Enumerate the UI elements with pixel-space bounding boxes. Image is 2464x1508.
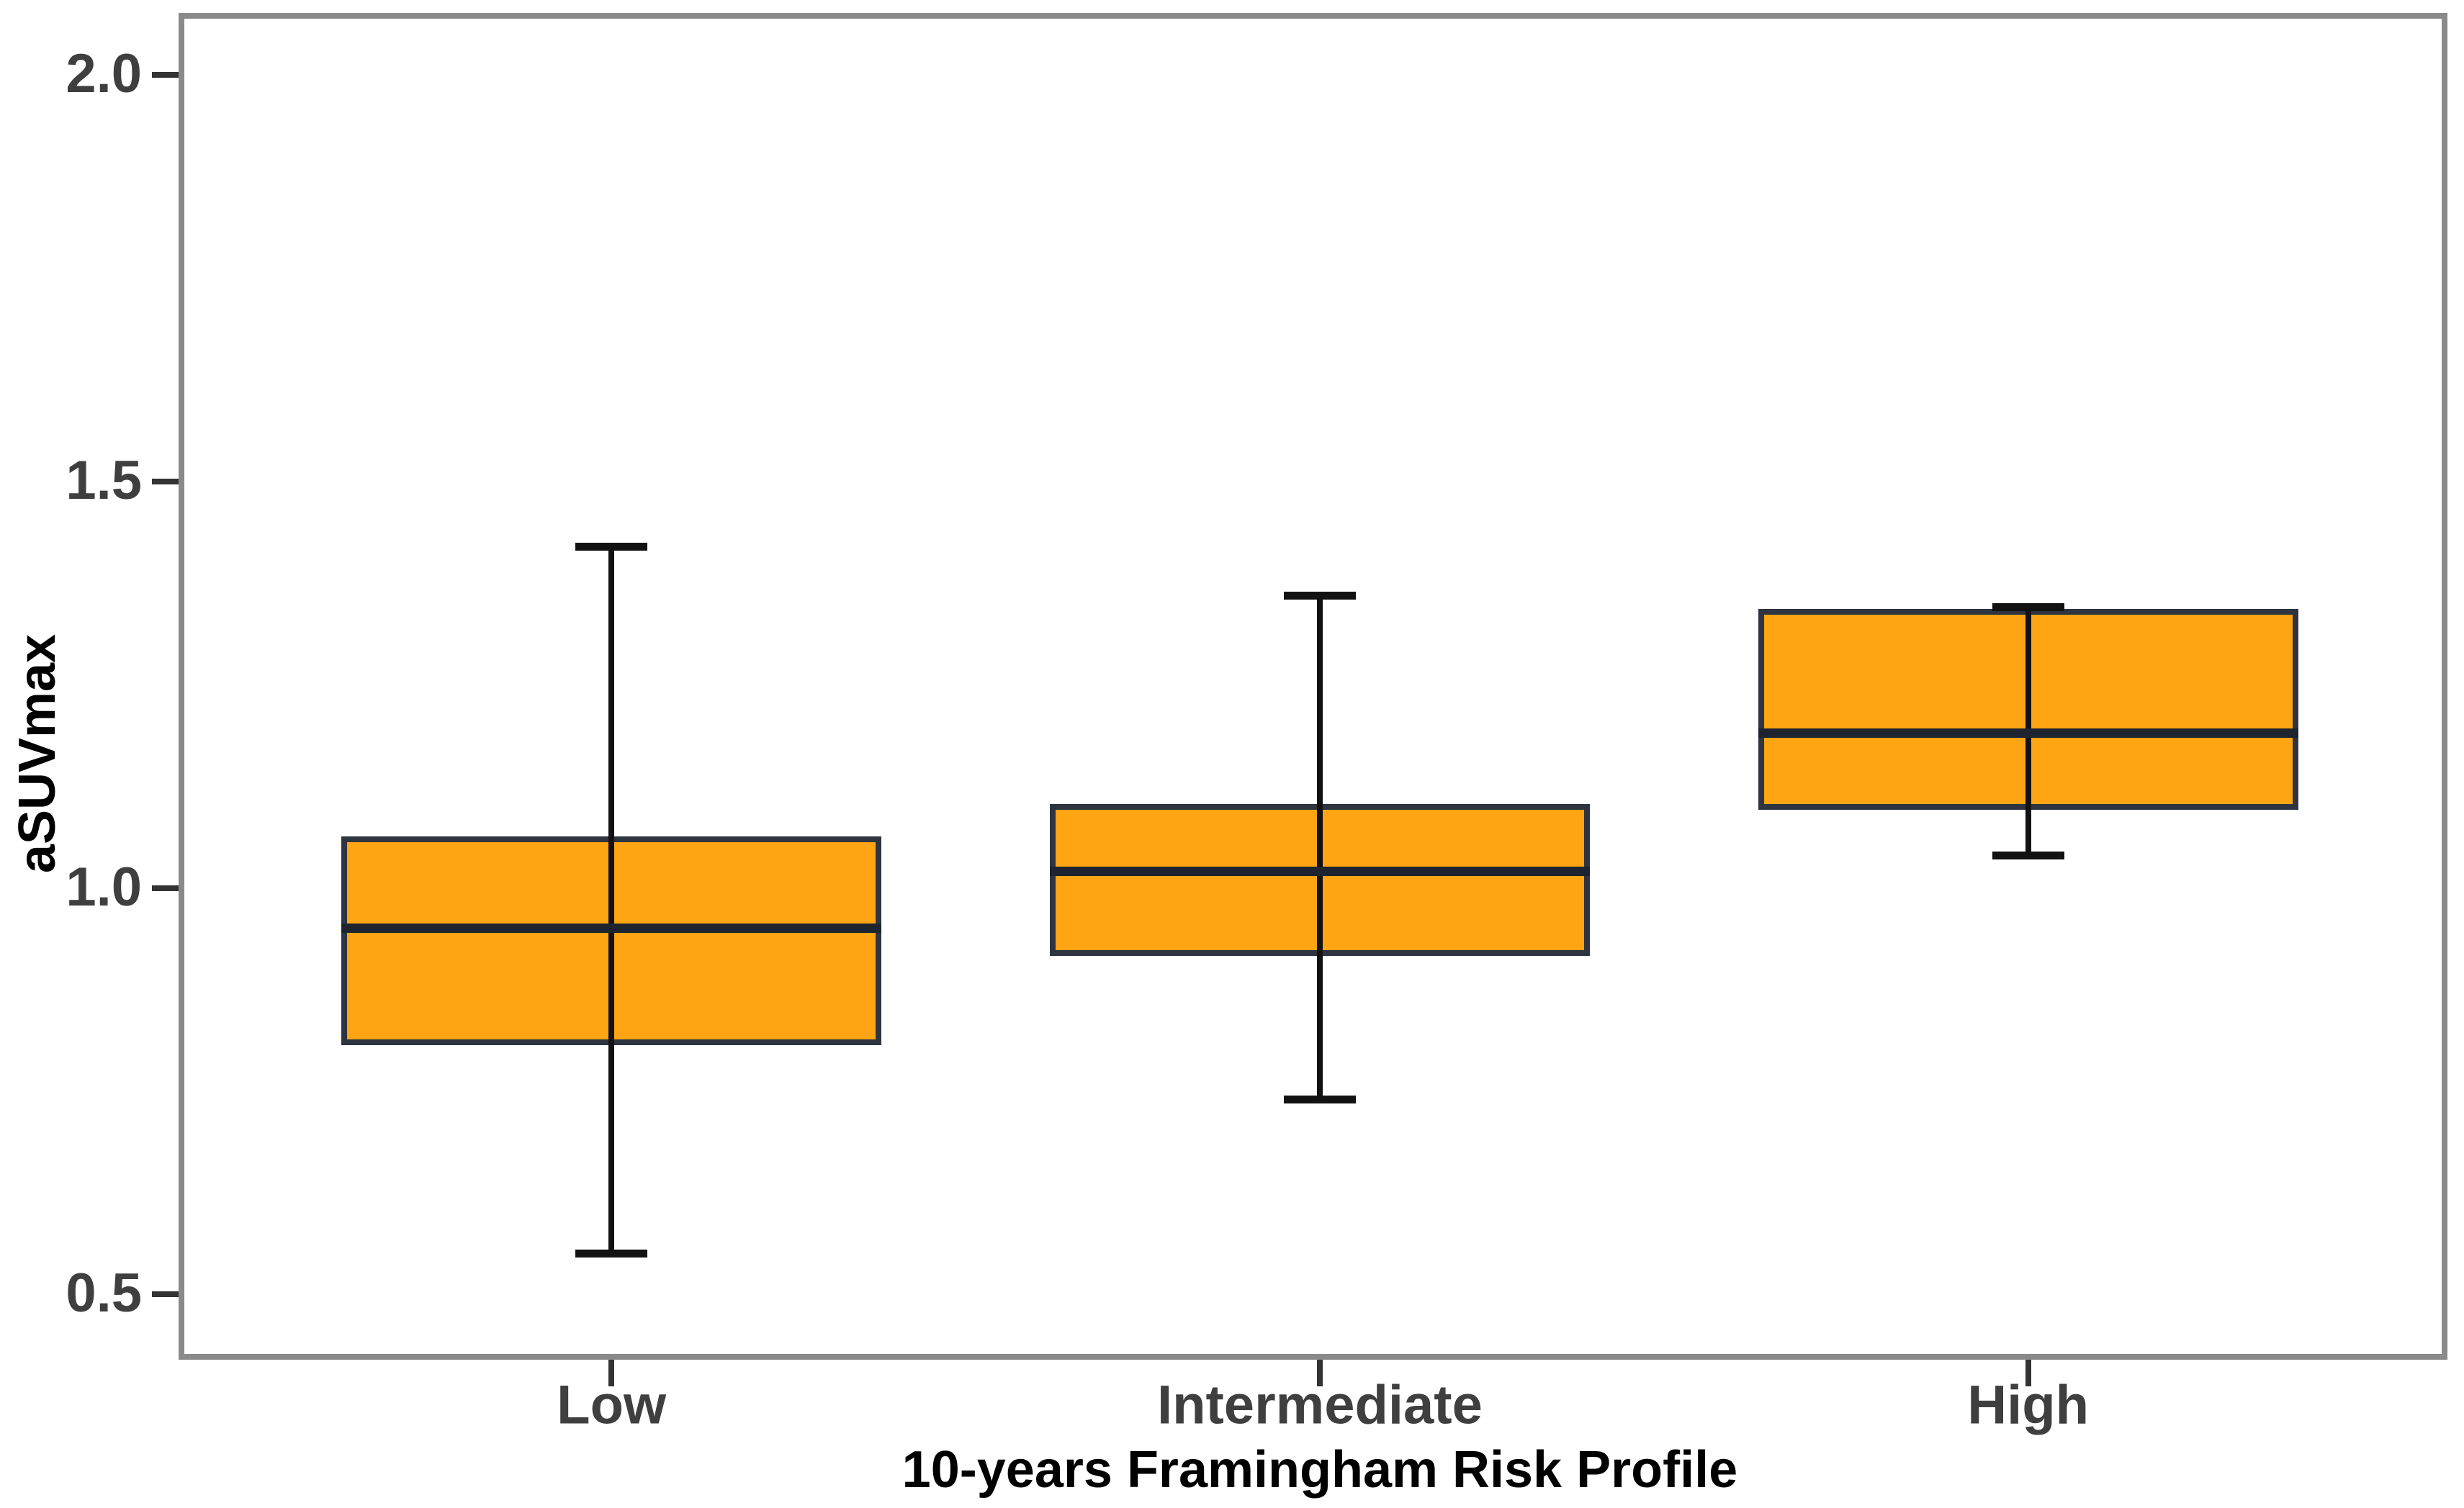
x-tick-mark: [2025, 1360, 2031, 1386]
whisker-cap-top: [1283, 591, 1356, 600]
whisker-line: [1316, 595, 1323, 1100]
x-tick-label-intermediate: Intermediate: [1156, 1374, 1483, 1436]
y-axis-title: aSUVmax: [9, 633, 66, 873]
y-tick-mark: [152, 478, 179, 484]
y-tick-mark: [152, 885, 179, 891]
plot-panel: [179, 13, 2447, 1360]
median-line: [1049, 867, 1590, 877]
x-axis-title: 10-years Framingham Risk Profile: [901, 1441, 1738, 1499]
x-tick-mark: [608, 1360, 615, 1386]
whisker-cap-bottom: [1992, 851, 2064, 859]
y-tick-label: 2.0: [66, 43, 142, 105]
x-tick-label-low: Low: [557, 1374, 667, 1436]
median-line: [341, 924, 882, 934]
y-tick-label: 0.5: [66, 1262, 142, 1324]
x-tick-mark: [1316, 1360, 1323, 1386]
whisker-cap-bottom: [575, 1250, 648, 1258]
whisker-line: [608, 546, 615, 1254]
median-line: [1758, 728, 2298, 739]
y-tick-mark: [152, 72, 179, 78]
y-tick-label: 1.5: [66, 449, 142, 511]
y-tick-label: 1.0: [66, 856, 142, 918]
x-tick-label-high: High: [1967, 1374, 2090, 1436]
whisker-cap-bottom: [1283, 1095, 1356, 1103]
whisker-cap-top: [575, 542, 648, 551]
y-tick-mark: [152, 1291, 179, 1298]
whisker-cap-top: [1992, 603, 2064, 612]
